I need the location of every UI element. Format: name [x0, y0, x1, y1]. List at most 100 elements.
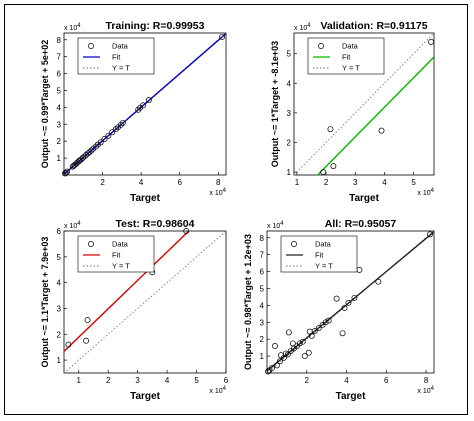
x-tick-label: 6: [177, 178, 182, 187]
legend-label: Y = T: [112, 262, 130, 271]
data-point: [276, 358, 283, 365]
fit-line: [64, 231, 190, 352]
data-point: [265, 368, 271, 375]
x-multiplier: x 104: [417, 188, 434, 197]
y-tick-label: 3: [287, 109, 292, 118]
data-point: [339, 330, 346, 337]
data-point: [84, 150, 91, 157]
y-axis-label: Output ~= 0.99*Target + 5e+02: [40, 40, 50, 168]
y-tick-label: 1: [260, 352, 265, 361]
y-tick-label: 1: [57, 154, 62, 163]
legend-label: Fit: [112, 53, 121, 62]
data-point: [105, 132, 112, 139]
data-point: [427, 231, 433, 238]
data-point: [378, 127, 385, 134]
y-tick-label: 7: [57, 53, 62, 62]
data-point: [97, 139, 104, 146]
legend-label: Data: [315, 240, 332, 249]
fit-line: [316, 56, 434, 175]
y-tick-label: 6: [57, 227, 62, 236]
data-point: [273, 362, 280, 369]
data-point: [92, 143, 99, 150]
data-point: [296, 340, 303, 347]
data-point: [351, 294, 358, 301]
y-tick-label: 6: [260, 268, 265, 277]
y-tick-label: 1: [287, 168, 292, 177]
legend-label: Y = T: [315, 262, 333, 271]
x-axis-label: Target: [130, 391, 160, 402]
legend-label: Fit: [112, 251, 121, 260]
y-tick-label: 8: [260, 234, 265, 243]
chart-title: Validation: R=0.91175: [320, 20, 427, 32]
y-tick-label: 2: [260, 335, 265, 344]
x-tick-label: 6: [384, 376, 389, 385]
y-tick-label: 8: [57, 36, 62, 45]
x-tick-label: 4: [139, 178, 144, 187]
data-point: [84, 317, 91, 324]
legend-marker: [88, 241, 94, 247]
data-point: [86, 149, 93, 156]
data-point: [315, 325, 322, 332]
data-point: [183, 228, 190, 234]
y-tick-label: 4: [287, 79, 292, 88]
data-point: [305, 349, 312, 356]
data-point: [322, 319, 329, 326]
x-tick-label: 8: [216, 178, 221, 187]
legend-label: Fit: [342, 53, 351, 62]
y-tick-label: 4: [57, 279, 62, 288]
x-tick-label: 3: [353, 178, 358, 187]
data-point: [330, 163, 337, 170]
data-point: [109, 129, 116, 136]
x-tick-label: 1: [295, 178, 300, 187]
y-tick-label: 5: [260, 284, 265, 293]
x-tick-label: 2: [324, 178, 329, 187]
data-point: [375, 278, 382, 285]
x-tick-label: 1: [77, 376, 82, 385]
chart-title: Test: R=0.98604: [116, 218, 195, 230]
y-tick-label: 2: [57, 330, 62, 339]
y-tick-label: 3: [57, 120, 62, 129]
data-point: [79, 154, 86, 161]
data-point: [140, 102, 147, 109]
data-point: [284, 351, 291, 358]
legend-label: Fit: [315, 251, 324, 260]
data-point: [308, 332, 315, 339]
x-tick-label: 6: [224, 376, 229, 385]
data-point: [81, 153, 88, 160]
x-multiplier: x 104: [209, 386, 226, 395]
data-point: [272, 343, 278, 349]
data-point: [62, 169, 69, 176]
data-point: [325, 317, 332, 324]
y-axis-label: Output ~= 1*Target + -8.1e+03: [270, 41, 280, 167]
data-point: [345, 299, 352, 306]
x-tick-label: 2: [305, 376, 310, 385]
legend-label: Data: [342, 42, 359, 51]
y-multiplier: x 104: [294, 23, 311, 32]
legend-marker: [88, 43, 94, 49]
data-point: [64, 168, 71, 175]
legend-marker: [291, 241, 297, 247]
y-multiplier-exp: 4: [77, 23, 81, 29]
legend-label: Y = T: [342, 64, 360, 73]
x-tick-label: 8: [424, 376, 429, 385]
y-tick-label: 4: [260, 301, 265, 310]
legend-marker: [318, 43, 324, 49]
y-tick-label: 4: [57, 103, 62, 112]
data-point: [69, 163, 76, 170]
y-tick-label: 2: [57, 137, 62, 146]
data-point: [145, 97, 152, 104]
x-multiplier: x 104: [417, 386, 434, 395]
x-multiplier-exp: 4: [431, 386, 435, 392]
data-point: [290, 345, 297, 352]
x-tick-label: 2: [100, 178, 105, 187]
y-tick-label: 5: [57, 253, 62, 262]
x-tick-label: 5: [411, 178, 416, 187]
data-point: [327, 126, 334, 133]
y-tick-label: 1: [57, 356, 62, 365]
y-tick-label: 6: [57, 70, 62, 79]
x-tick-label: 4: [165, 376, 170, 385]
